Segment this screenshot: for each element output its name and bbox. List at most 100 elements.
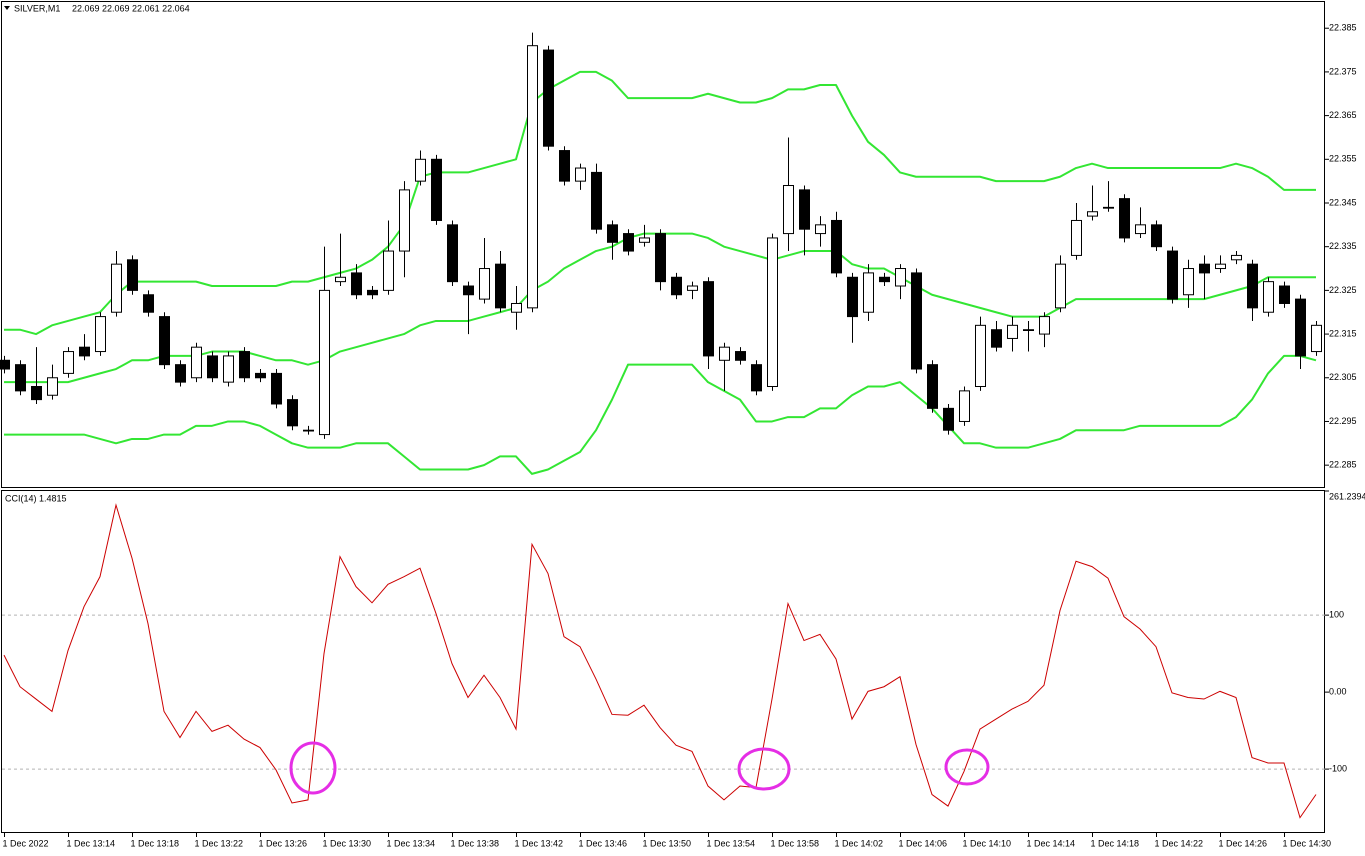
candle-body: [559, 150, 570, 182]
candle-body: [1247, 263, 1258, 309]
y-tick-label: 22.305: [1329, 372, 1357, 382]
menu-arrow[interactable]: [4, 6, 10, 10]
candle-body: [287, 399, 298, 427]
candle-body: [735, 351, 746, 361]
x-tick-label: 1 Dec 13:34: [387, 838, 436, 848]
y-tick-label: 261.2394: [1329, 491, 1365, 501]
candle-body: [1263, 281, 1274, 313]
candle-body: [783, 185, 794, 235]
highlight-circle: [737, 747, 791, 791]
x-tick-label: 1 Dec 14:30: [1283, 838, 1332, 848]
x-tick-label: 1 Dec 14:26: [1219, 838, 1268, 848]
candle-body: [159, 316, 170, 366]
candle-body: [1119, 198, 1130, 239]
candle-body: [191, 346, 202, 379]
candle-body: [959, 390, 970, 422]
x-tick-label: 1 Dec 2022: [3, 838, 49, 848]
candle-body: [463, 285, 474, 296]
candle-body: [1295, 298, 1306, 357]
candle-body: [863, 272, 874, 313]
candle-body: [383, 250, 394, 291]
candle-body: [207, 355, 218, 379]
candle-body: [79, 346, 90, 357]
candle-body: [1231, 254, 1242, 261]
candle-body: [543, 49, 554, 147]
candle-body: [175, 364, 186, 383]
candle-body: [911, 272, 922, 370]
x-tick-label: 1 Dec 13:42: [515, 838, 564, 848]
y-tick-label: 22.325: [1329, 285, 1357, 295]
y-tick-label: 22.335: [1329, 241, 1357, 251]
candle-body: [1167, 250, 1178, 300]
candle-body: [255, 372, 266, 379]
candle-body: [95, 316, 106, 353]
x-tick-label: 1 Dec 13:38: [451, 838, 500, 848]
bollinger-band: [4, 70, 1316, 336]
y-tick-label: 22.295: [1329, 416, 1357, 426]
candle-body: [1103, 206, 1114, 209]
cci-line: [3, 503, 1317, 819]
candle-body: [431, 158, 442, 221]
candle-body: [1311, 324, 1322, 353]
x-tick-label: 1 Dec 14:14: [1027, 838, 1076, 848]
candle-body: [655, 233, 666, 283]
x-tick-label: 1 Dec 14:10: [963, 838, 1012, 848]
y-tick-label: 22.285: [1329, 460, 1357, 470]
x-tick-label: 1 Dec 13:46: [579, 838, 628, 848]
candle-body: [1071, 219, 1082, 256]
cci-pane: [1, 490, 1325, 833]
candle-body: [223, 355, 234, 383]
y-tick-label: 100: [1329, 610, 1344, 620]
candle-body: [319, 289, 330, 436]
highlight-circle: [289, 741, 337, 795]
candle-body: [1151, 224, 1162, 248]
x-tick-label: 1 Dec 13:26: [259, 838, 308, 848]
highlight-circle: [944, 748, 990, 786]
marks: 22.385 22.375 22.365 22.355 22.345 22.335 22.3…: [0, 23, 1365, 848]
candle-body: [303, 429, 314, 432]
y-tick-label: 22.355: [1329, 154, 1357, 164]
y-tick-label: 22.375: [1329, 66, 1357, 76]
candle-body: [47, 377, 58, 396]
x-tick-label: 1 Dec 14:18: [1091, 838, 1140, 848]
y-tick-label: 22.385: [1329, 23, 1357, 33]
candle-body: [591, 171, 602, 230]
candle-body: [31, 386, 42, 401]
candle-body: [719, 346, 730, 361]
candle-body: [495, 263, 506, 309]
candle-body: [975, 324, 986, 388]
candle-body: [607, 224, 618, 243]
x-tick-label: 1 Dec 13:18: [131, 838, 180, 848]
x-tick-label: 1 Dec 13:22: [195, 838, 244, 848]
candle-body: [0, 359, 10, 370]
x-tick-label: 1 Dec 13:14: [67, 838, 116, 848]
candle-body: [415, 158, 426, 182]
x-tick-label: 1 Dec 14:06: [899, 838, 948, 848]
y-tick-label: 22.365: [1329, 110, 1357, 120]
candle-body: [1087, 211, 1098, 217]
x-tick-label: 1 Dec 13:50: [643, 838, 692, 848]
candle-body: [639, 237, 650, 243]
ohlc-readout: 22.069 22.069 22.061 22.064: [72, 3, 190, 13]
candle-body: [927, 364, 938, 409]
y-tick-label: -100: [1329, 763, 1347, 773]
y-tick-label: 0.00: [1329, 686, 1347, 696]
x-tick-label: 1 Dec 14:02: [835, 838, 884, 848]
candle-body: [847, 276, 858, 318]
candle-body: [575, 167, 586, 182]
candle-body: [399, 189, 410, 252]
candle-body: [799, 189, 810, 230]
candle-body: [367, 289, 378, 296]
candle-body: [1279, 285, 1290, 304]
candle-body: [815, 224, 826, 235]
x-tick-label: 1 Dec 13:30: [323, 838, 372, 848]
candle-body: [1183, 268, 1194, 296]
candle-body: [943, 407, 954, 431]
candle-body: [527, 45, 538, 309]
candle-body: [1199, 263, 1210, 274]
candle-body: [271, 372, 282, 405]
candle-body: [1007, 324, 1018, 339]
candle-body: [351, 272, 362, 296]
x-tick-label: 1 Dec 14:22: [1155, 838, 1204, 848]
